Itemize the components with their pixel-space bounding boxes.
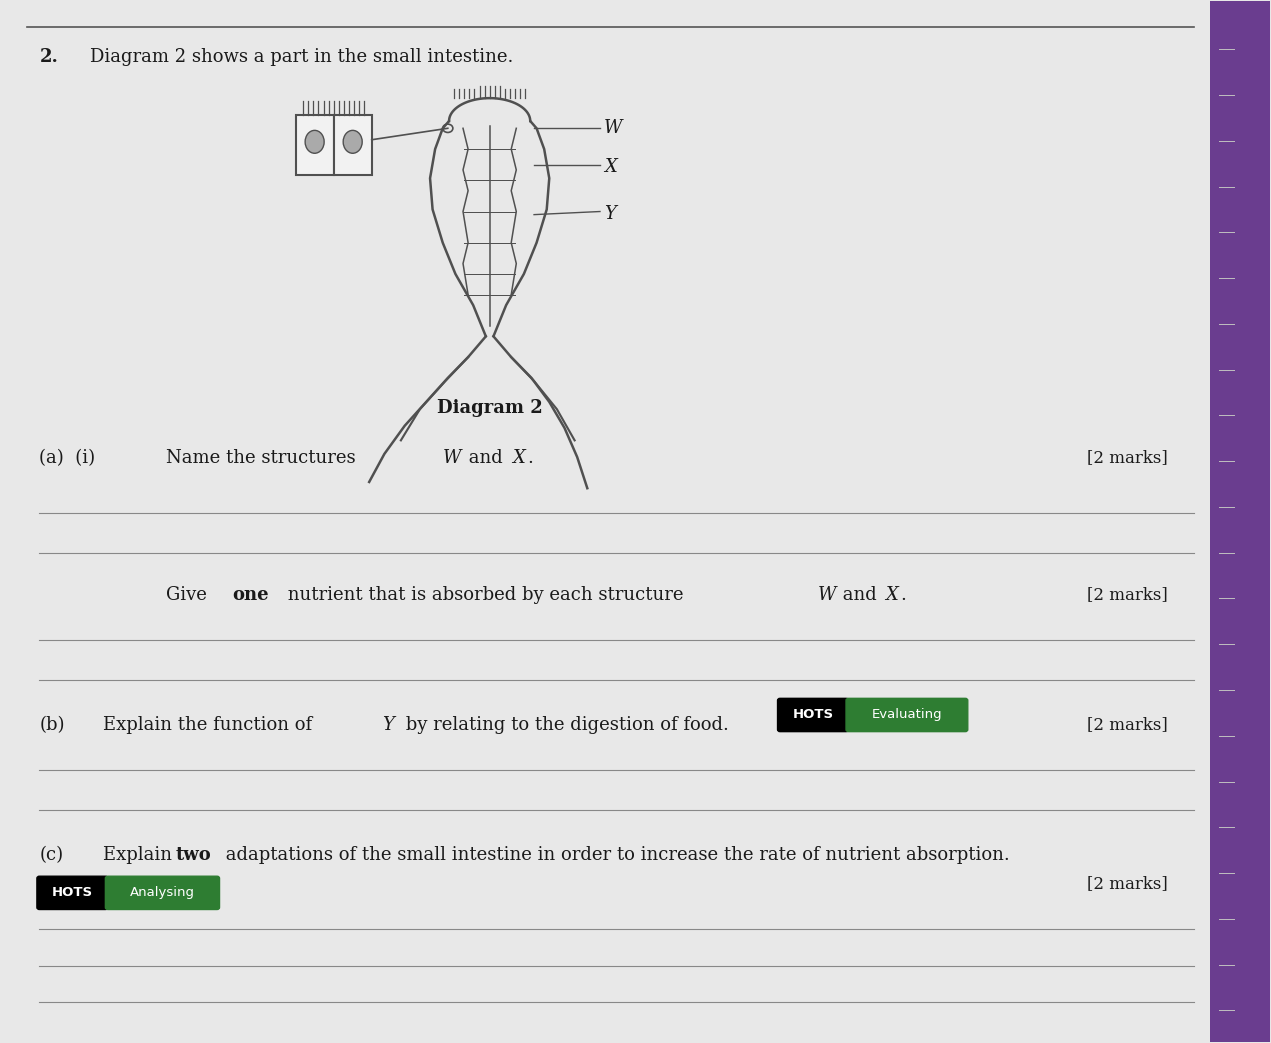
Text: [2 marks]: [2 marks] (1088, 875, 1168, 892)
Text: HOTS: HOTS (52, 887, 93, 899)
Text: X: X (886, 586, 899, 604)
Text: Evaluating: Evaluating (872, 708, 942, 722)
Text: Y: Y (381, 717, 394, 734)
Text: [2 marks]: [2 marks] (1088, 586, 1168, 603)
Text: and: and (838, 586, 882, 604)
Text: two: two (175, 846, 211, 864)
FancyBboxPatch shape (846, 699, 967, 731)
Ellipse shape (305, 130, 324, 153)
Text: one: one (233, 586, 269, 604)
Text: nutrient that is absorbed by each structure: nutrient that is absorbed by each struct… (282, 586, 689, 604)
Text: Diagram 2: Diagram 2 (437, 398, 543, 417)
Text: Y: Y (604, 204, 615, 222)
Text: Diagram 2 shows a part in the small intestine.: Diagram 2 shows a part in the small inte… (90, 48, 513, 66)
Text: W: W (442, 448, 461, 466)
Text: (a)  (i): (a) (i) (39, 448, 95, 466)
Ellipse shape (343, 130, 362, 153)
Text: [2 marks]: [2 marks] (1088, 717, 1168, 733)
Bar (334, 115, 371, 175)
Text: (b): (b) (39, 717, 65, 734)
Text: [2 marks]: [2 marks] (1088, 448, 1168, 465)
Text: HOTS: HOTS (793, 708, 834, 722)
Text: .: . (527, 448, 534, 466)
FancyBboxPatch shape (105, 876, 220, 909)
Text: X: X (512, 448, 525, 466)
Text: adaptations of the small intestine in order to increase the rate of nutrient abs: adaptations of the small intestine in or… (220, 846, 1009, 864)
Text: Explain: Explain (103, 846, 178, 864)
Text: (c): (c) (39, 846, 64, 864)
Text: 2.: 2. (39, 48, 58, 66)
Text: Explain the function of: Explain the function of (103, 717, 318, 734)
Text: and: and (463, 448, 508, 466)
Text: Name the structures: Name the structures (167, 448, 362, 466)
Text: W: W (604, 119, 623, 138)
Text: Analysing: Analysing (130, 887, 194, 899)
Bar (1210, 1, 1270, 1042)
FancyBboxPatch shape (778, 699, 849, 731)
Text: W: W (819, 586, 836, 604)
Text: by relating to the digestion of food.: by relating to the digestion of food. (399, 717, 728, 734)
Text: X: X (604, 157, 616, 176)
FancyBboxPatch shape (37, 876, 108, 909)
Text: .: . (901, 586, 906, 604)
Bar (296, 115, 334, 175)
Text: Give: Give (167, 586, 212, 604)
